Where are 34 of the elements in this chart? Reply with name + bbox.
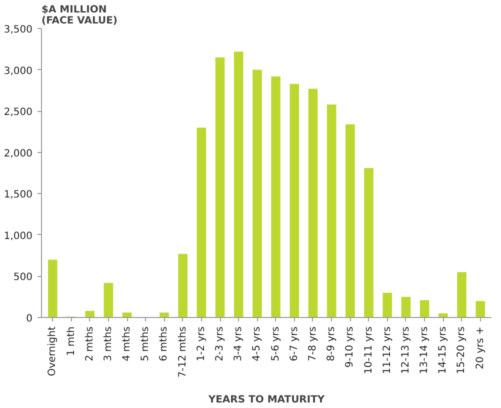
x-tick-label: 9-10 yrs: [344, 326, 356, 368]
x-axis-title: YEARS TO MATURITY: [207, 394, 326, 406]
x-tick-label: 11-12 yrs: [382, 326, 393, 374]
x-tick-label: 1 mth: [66, 326, 77, 356]
x-tick-label: 6 mths: [158, 326, 170, 362]
x-tick-label: 1-2 yrs: [196, 326, 207, 362]
x-tick-label: 20 yrs +: [474, 326, 486, 370]
x-tick-label: 8-9 yrs: [326, 326, 338, 362]
y-tick-label: 3,000: [4, 66, 33, 77]
x-tick-label: Overnight: [47, 326, 58, 376]
x-tick-label: 14-15 yrs: [438, 326, 449, 374]
x-tick-label: 7-8 yrs: [307, 326, 318, 362]
x-tick-label: 4-5 yrs: [252, 326, 263, 362]
x-tick-label: 7-12 mths: [177, 326, 188, 378]
y-tick-label: 1,000: [4, 230, 33, 242]
x-tick-label: 12-13 yrs: [400, 326, 412, 374]
y-axis-title: $A MILLION (FACE VALUE): [42, 4, 118, 26]
y-tick-label: 2,500: [4, 107, 33, 118]
x-tick-label: 15-20 yrs: [456, 326, 468, 374]
y-tick-label: 2,000: [4, 148, 33, 160]
x-tick-label: 13-14 yrs: [419, 326, 430, 374]
x-tick-label: 5 mths: [140, 326, 152, 362]
x-tick-label: 10-11 yrs: [363, 326, 374, 374]
x-tick-label: 3 mths: [102, 326, 114, 362]
x-tick-label: 2 mths: [84, 326, 96, 362]
y-tick-label: 500: [13, 272, 33, 284]
x-tick-label: 4 mths: [122, 326, 133, 362]
y-tick-label: 3,500: [4, 24, 33, 36]
x-tick-label: 3-4 yrs: [233, 326, 244, 362]
y-tick-label: 1,500: [4, 190, 33, 201]
y-tick-label: 0: [26, 314, 33, 324]
x-tick-label: 2-3 yrs: [214, 326, 226, 362]
x-tick-label: 6-7 yrs: [288, 326, 300, 362]
x-tick-label: 5-6 yrs: [270, 326, 282, 362]
